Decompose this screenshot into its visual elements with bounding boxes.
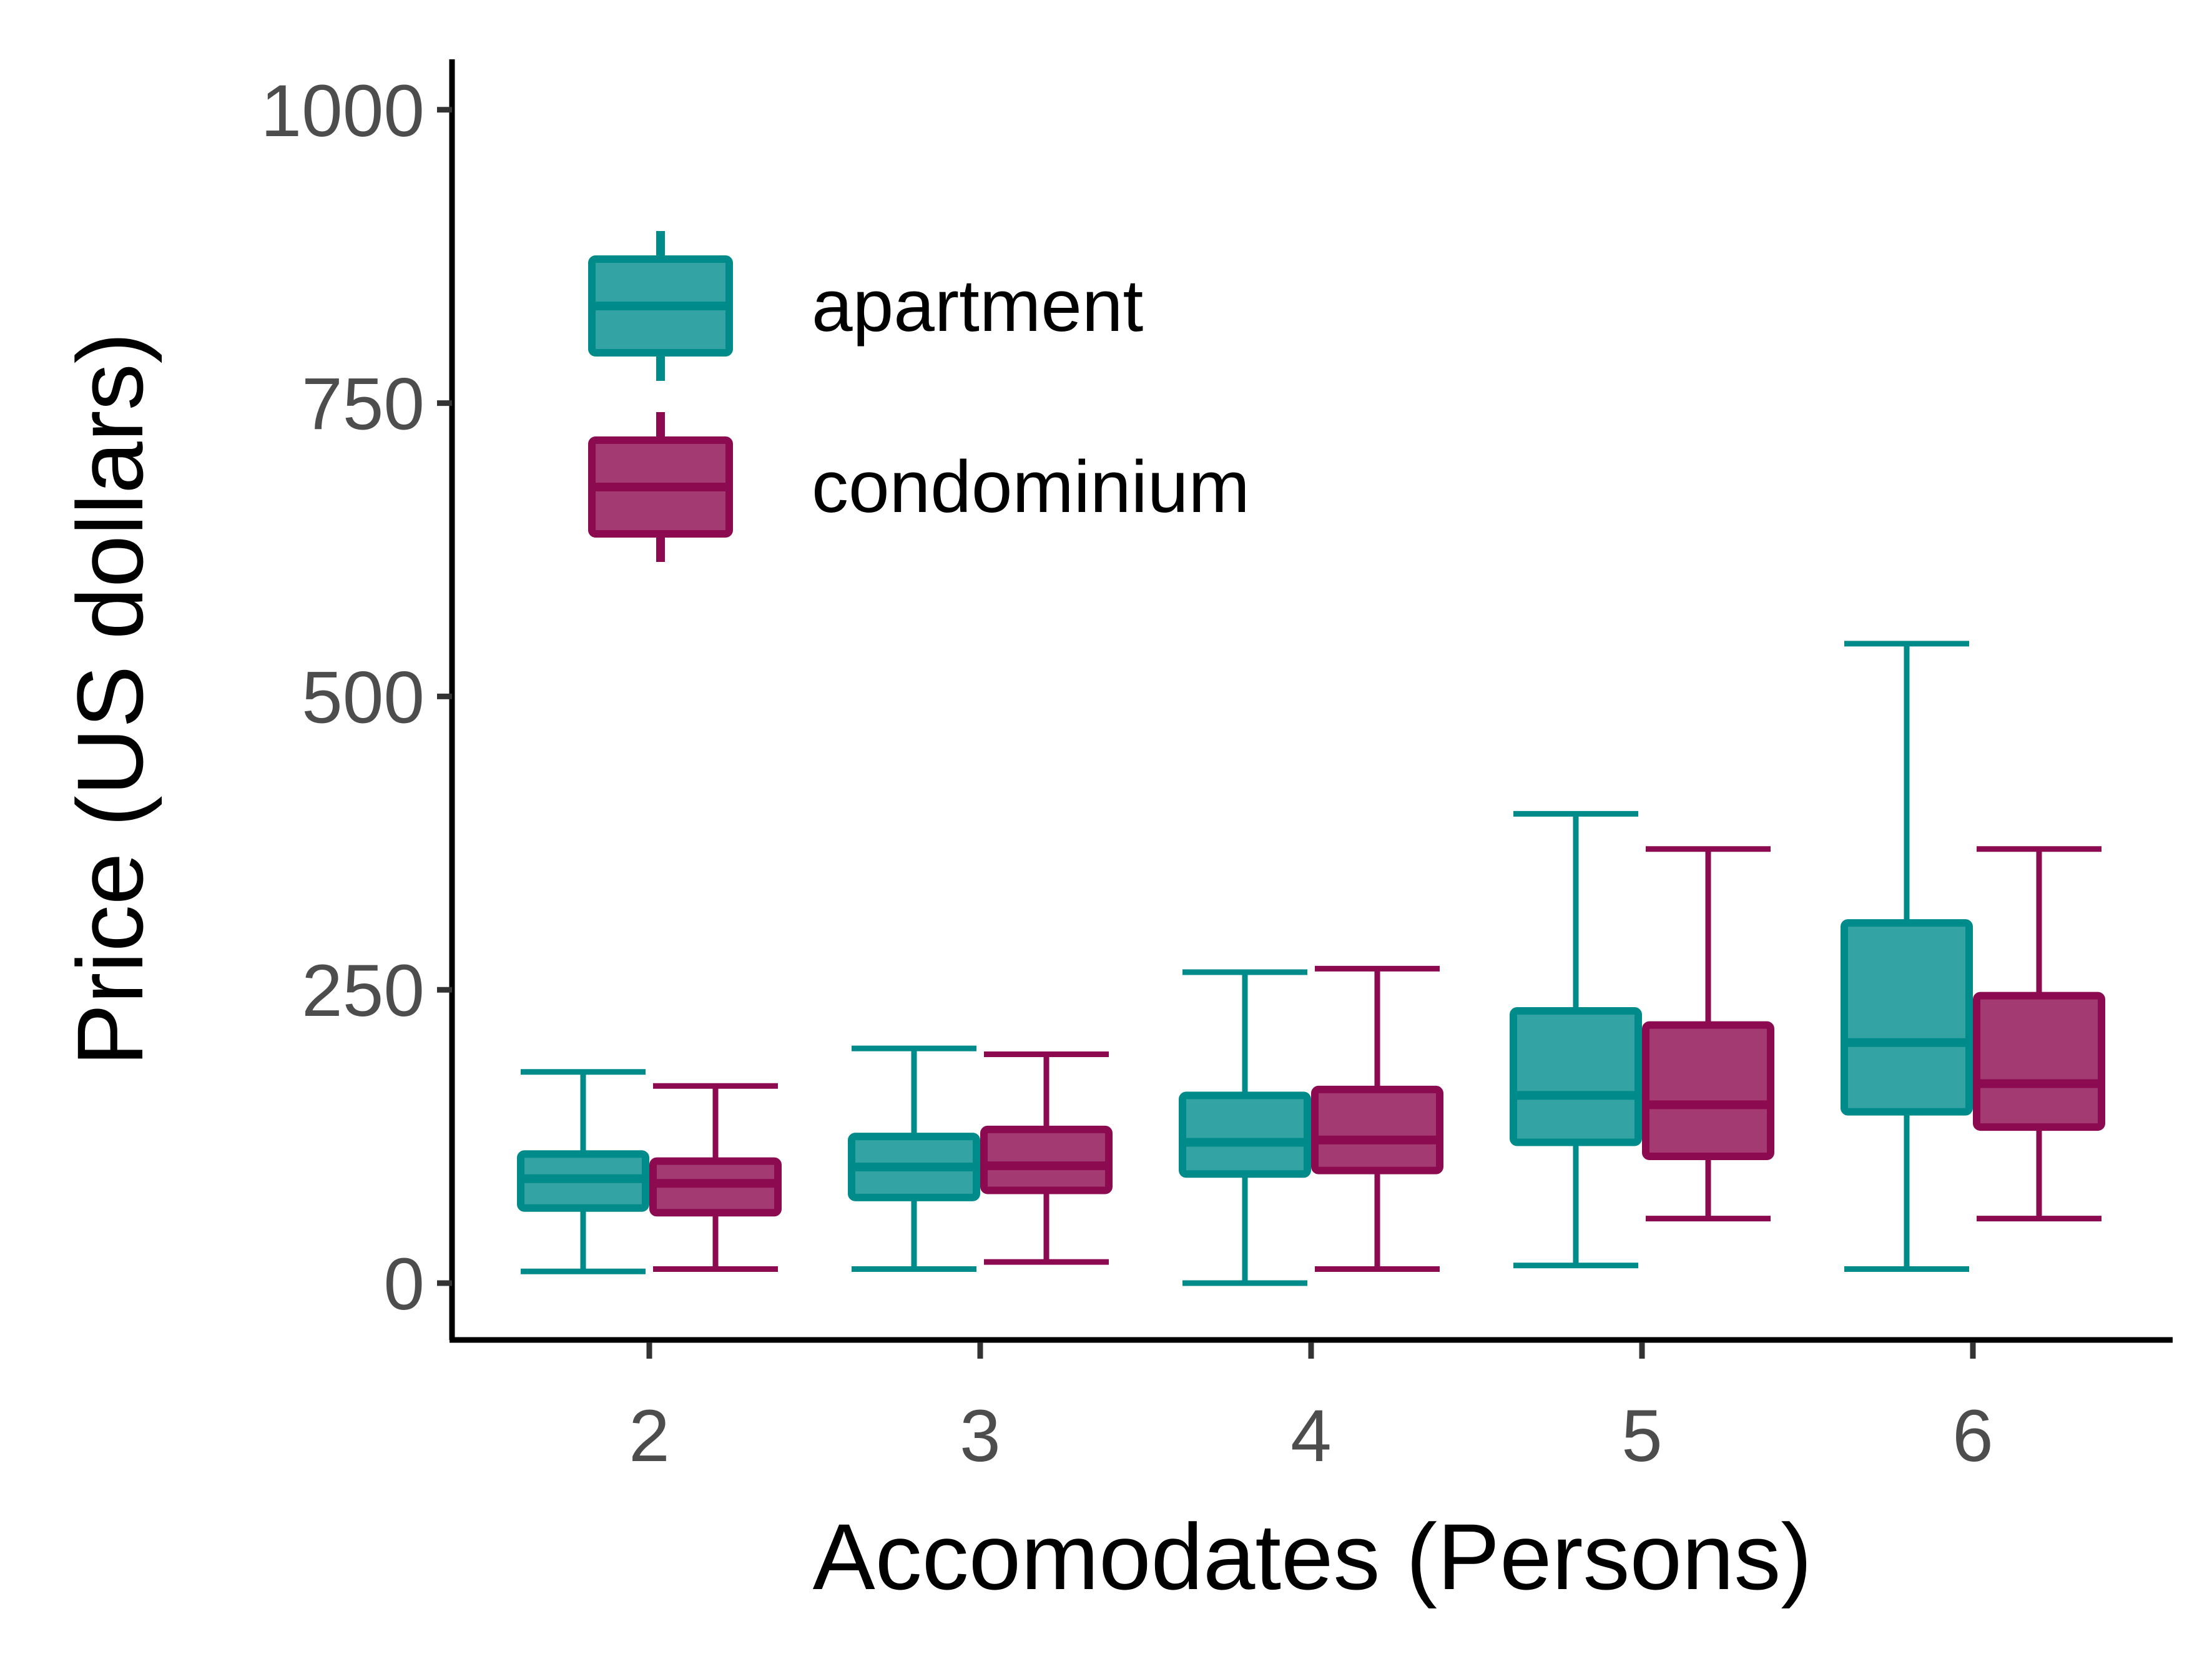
boxplot-condominium-2 (649, 1083, 782, 1272)
axes (449, 59, 2173, 1343)
legend-label: apartment (812, 265, 1143, 347)
x-tick-label: 5 (1621, 1395, 1663, 1477)
iqr-box (1841, 919, 1973, 1116)
iqr-box (1510, 1007, 1642, 1146)
boxplot-apartment-5 (1510, 810, 1642, 1269)
x-tick-label: 2 (629, 1395, 670, 1477)
x-tick-label: 6 (1952, 1395, 1993, 1477)
y-ticks: 0 250 500 750 1000 (260, 70, 452, 1326)
x-tick-label: 4 (1290, 1395, 1332, 1477)
y-tick-label: 500 (302, 656, 425, 739)
iqr-box (1311, 1085, 1443, 1174)
legend-item-condominium: condominium (588, 412, 1250, 562)
iqr-box (1642, 1021, 1774, 1161)
boxplot-condominium-5 (1642, 846, 1774, 1222)
y-tick-label: 750 (302, 363, 425, 446)
iqr-box (1973, 992, 2105, 1131)
legend-label: condominium (812, 446, 1250, 528)
boxplot-apartment-6 (1841, 641, 1973, 1272)
plot-boxes (517, 641, 2105, 1286)
boxplot-apartment-2 (517, 1069, 649, 1274)
x-ticks: 2 3 4 5 6 (629, 1342, 1993, 1477)
x-axis-title: Accomodates (Persons) (813, 1504, 1812, 1609)
y-tick-label: 0 (383, 1243, 425, 1326)
y-tick-label: 250 (302, 950, 425, 1032)
boxplot-condominium-3 (980, 1051, 1113, 1265)
x-tick-label: 3 (960, 1395, 1001, 1477)
iqr-box (980, 1125, 1113, 1194)
legend: apartment condominium (588, 231, 1250, 562)
legend-item-apartment: apartment (588, 231, 1143, 381)
boxplot-apartment-3 (848, 1045, 980, 1272)
iqr-box (1179, 1091, 1311, 1178)
y-axis-title: Price (US dollars) (57, 332, 162, 1066)
boxplot-condominium-4 (1311, 965, 1443, 1272)
boxplot-apartment-4 (1179, 969, 1311, 1286)
boxplot-condominium-6 (1973, 846, 2105, 1222)
y-tick-label: 1000 (260, 70, 425, 152)
